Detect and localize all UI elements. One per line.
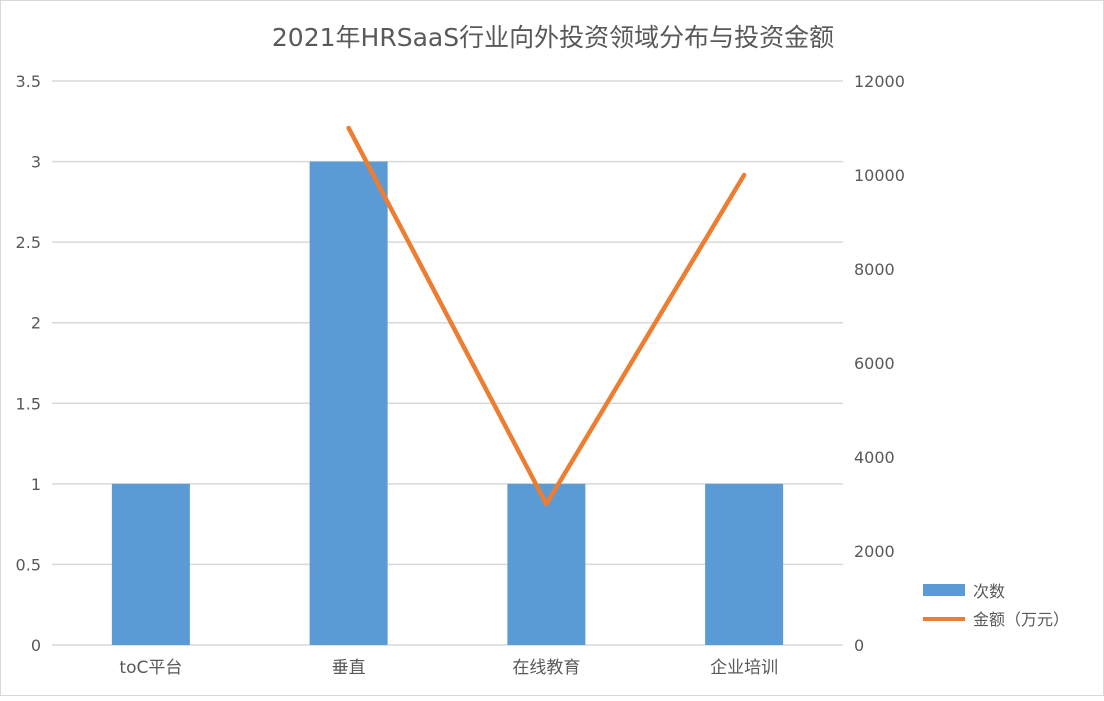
bar (309, 161, 388, 646)
y-left-tick-label: 2 (31, 314, 41, 333)
x-tick-label: 在线教育 (512, 658, 580, 678)
legend-label-amount: 金额（万元） (973, 610, 1069, 629)
x-tick-label: toC平台 (119, 658, 182, 678)
y-left-tick-label: 3.5 (16, 72, 41, 91)
legend-bar-swatch (923, 584, 965, 596)
bar (705, 483, 784, 645)
chart-title: 2021年HRSaaS行业向外投资领域分布与投资金额 (272, 23, 834, 52)
y-left-tick-label: 0.5 (16, 555, 41, 574)
y-right-tick-label: 10000 (854, 166, 905, 185)
amount-line (346, 125, 747, 507)
y-right-tick-label: 12000 (854, 72, 905, 91)
bar (111, 483, 190, 645)
y-right-tick-label: 4000 (854, 448, 895, 467)
y-left-tick-label: 2.5 (16, 233, 41, 252)
bar (507, 483, 586, 645)
legend: 次数 金额（万元） (923, 582, 1069, 629)
y-left-tick-label: 0 (31, 636, 41, 655)
y-right-tick-label: 6000 (854, 354, 895, 373)
y-right-tick-label: 8000 (854, 260, 895, 279)
y-right-tick-label: 2000 (854, 542, 895, 561)
y-left-tick-label: 3 (31, 153, 41, 172)
y-left-tick-label: 1.5 (16, 394, 41, 413)
y-left-tick-label: 1 (31, 475, 41, 494)
legend-label-count: 次数 (973, 582, 1005, 601)
x-tick-label: 垂直 (332, 658, 366, 678)
x-tick-label: 企业培训 (710, 658, 778, 678)
y-right-tick-label: 0 (854, 636, 864, 655)
